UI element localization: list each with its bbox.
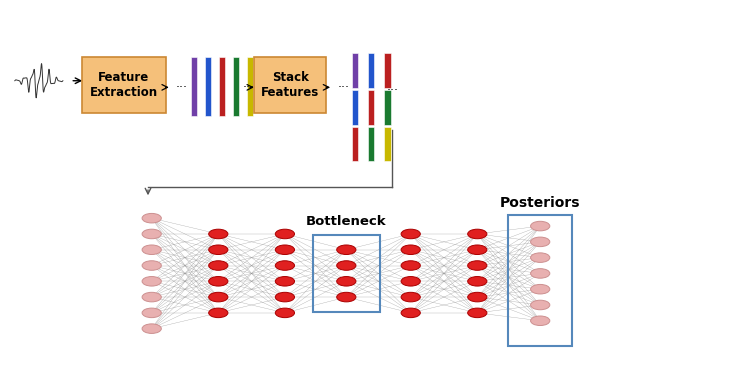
- Circle shape: [209, 292, 228, 302]
- Text: Bottleneck: Bottleneck: [306, 215, 386, 228]
- Circle shape: [275, 308, 295, 317]
- Circle shape: [468, 245, 487, 255]
- Circle shape: [209, 229, 228, 239]
- Circle shape: [531, 269, 550, 278]
- Circle shape: [142, 229, 161, 239]
- Circle shape: [531, 300, 550, 310]
- Circle shape: [142, 261, 161, 270]
- Circle shape: [142, 292, 161, 302]
- Circle shape: [275, 277, 295, 286]
- Circle shape: [531, 253, 550, 262]
- Circle shape: [531, 316, 550, 326]
- Bar: [368, 90, 374, 125]
- Bar: [384, 90, 391, 125]
- Circle shape: [209, 308, 228, 317]
- Text: Posteriors: Posteriors: [500, 196, 580, 210]
- Circle shape: [275, 229, 295, 239]
- Circle shape: [468, 308, 487, 317]
- Circle shape: [337, 245, 356, 255]
- Circle shape: [401, 308, 420, 317]
- Circle shape: [142, 214, 161, 223]
- Circle shape: [531, 221, 550, 231]
- FancyBboxPatch shape: [82, 57, 166, 113]
- Circle shape: [401, 292, 420, 302]
- Circle shape: [142, 277, 161, 286]
- Bar: [368, 53, 374, 88]
- Circle shape: [142, 308, 161, 317]
- Bar: [352, 90, 358, 125]
- Circle shape: [531, 237, 550, 247]
- Bar: [352, 53, 358, 88]
- Circle shape: [401, 261, 420, 270]
- Bar: [191, 57, 197, 116]
- Circle shape: [468, 292, 487, 302]
- Circle shape: [337, 277, 356, 286]
- Text: ···: ···: [243, 81, 255, 94]
- Circle shape: [468, 229, 487, 239]
- FancyBboxPatch shape: [254, 57, 326, 113]
- Circle shape: [275, 292, 295, 302]
- Circle shape: [401, 245, 420, 255]
- Circle shape: [142, 245, 161, 255]
- Circle shape: [209, 245, 228, 255]
- Text: ···: ···: [386, 84, 398, 98]
- Circle shape: [531, 284, 550, 294]
- Bar: [352, 127, 358, 161]
- Circle shape: [275, 245, 295, 255]
- Bar: [219, 57, 225, 116]
- Text: ···: ···: [337, 81, 349, 94]
- Circle shape: [401, 277, 420, 286]
- Bar: [368, 127, 374, 161]
- Text: ···: ···: [176, 81, 188, 94]
- Bar: [233, 57, 239, 116]
- Bar: [247, 57, 253, 116]
- Circle shape: [209, 261, 228, 270]
- Bar: [384, 53, 391, 88]
- Text: Stack
Features: Stack Features: [261, 71, 319, 99]
- Bar: [384, 127, 391, 161]
- Circle shape: [142, 324, 161, 333]
- Circle shape: [468, 261, 487, 270]
- Circle shape: [468, 277, 487, 286]
- Circle shape: [401, 229, 420, 239]
- Circle shape: [209, 277, 228, 286]
- Circle shape: [337, 261, 356, 270]
- Bar: [205, 57, 211, 116]
- Circle shape: [337, 292, 356, 302]
- Text: Feature
Extraction: Feature Extraction: [90, 71, 158, 99]
- Circle shape: [275, 261, 295, 270]
